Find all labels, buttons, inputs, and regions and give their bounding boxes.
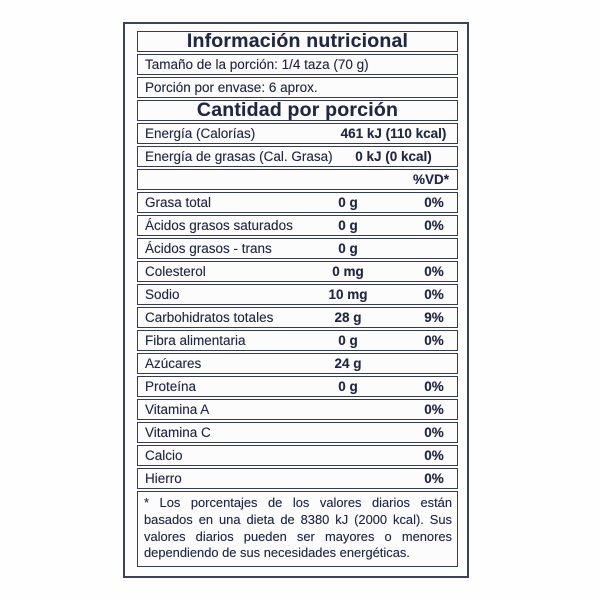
energy-value: 461 kJ (110 kcal) — [340, 126, 447, 141]
nutrient-name: Proteína — [145, 379, 197, 394]
nutrient-name: Calcio — [145, 448, 183, 463]
nutrient-amount: 28 g — [334, 310, 362, 325]
nutrient-row: Azúcares 24 g — [137, 353, 458, 374]
nutrient-name: Sodio — [145, 287, 180, 302]
daily-value-header: %VD* — [412, 172, 449, 187]
nutrient-name: Fibra alimentaria — [145, 333, 246, 348]
nutrient-dv: 0% — [424, 402, 444, 417]
nutrient-dv: 9% — [424, 310, 444, 325]
nutrient-row: Sodio 10 mg 0% — [137, 284, 458, 305]
nutrient-name: Vitamina C — [145, 425, 211, 440]
nutrient-amount: 0 g — [338, 333, 358, 348]
nutrient-name: Azúcares — [145, 356, 202, 371]
serving-size-text: Tamaño de la porción: 1/4 taza (70 g) — [145, 57, 369, 72]
nutrient-row: Ácidos grasos saturados 0 g 0% — [137, 215, 458, 236]
amount-per-serving-box: Cantidad por porción — [137, 99, 458, 121]
label-title-box: Información nutricional — [137, 30, 458, 52]
nutrient-dv: 0% — [424, 333, 444, 348]
nutrient-name: Carbohidratos totales — [145, 310, 274, 325]
nutrient-name: Hierro — [145, 471, 182, 486]
nutrient-amount: 0 g — [338, 218, 358, 233]
nutrient-name: Ácidos grasos saturados — [145, 218, 293, 233]
nutrient-row: Fibra alimentaria 0 g 0% — [137, 330, 458, 351]
nutrient-dv: 0% — [424, 471, 444, 486]
nutrient-row: Carbohidratos totales 28 g 9% — [137, 307, 458, 328]
nutrient-dv: 0% — [424, 379, 444, 394]
nutrient-row: Calcio 0% — [137, 445, 458, 466]
nutrient-name: Vitamina A — [145, 402, 210, 417]
nutrient-name: Ácidos grasos - trans — [145, 241, 272, 256]
nutrient-row: Grasa total 0 g 0% — [137, 192, 458, 213]
amount-per-serving-title: Cantidad por porción — [196, 99, 399, 121]
nutrient-dv: 0% — [424, 195, 444, 210]
nutrient-dv: 0% — [424, 425, 444, 440]
nutrient-name: Colesterol — [145, 264, 206, 279]
nutrient-amount: 24 g — [334, 356, 362, 371]
nutrient-row: Vitamina C 0% — [137, 422, 458, 443]
daily-value-footnote: * Los porcentajes de los valores diarios… — [137, 491, 458, 567]
nutrient-name: Grasa total — [145, 195, 212, 210]
nutrient-amount: 10 mg — [328, 287, 368, 302]
nutrition-label: Información nutricional Tamaño de la por… — [123, 22, 469, 578]
energy-fat-row: Energía de grasas (Cal. Grasa) 0 kJ (0 k… — [137, 146, 458, 167]
energy-row: Energía (Calorías) 461 kJ (110 kcal) — [137, 123, 458, 144]
nutrient-amount: 0 mg — [332, 264, 364, 279]
servings-per-container-row: Porción por envase: 6 aprox. — [137, 77, 458, 98]
nutrient-row: Vitamina A 0% — [137, 399, 458, 420]
label-title: Información nutricional — [186, 30, 409, 52]
nutrient-row: Colesterol 0 mg 0% — [137, 261, 458, 282]
nutrient-row: Ácidos grasos - trans 0 g — [137, 238, 458, 259]
daily-value-header-row: %VD* — [137, 169, 458, 190]
nutrient-amount: 0 g — [338, 195, 358, 210]
energy-fat-label: Energía de grasas (Cal. Grasa) — [145, 149, 333, 164]
nutrient-row: Hierro 0% — [137, 468, 458, 489]
nutrient-dv: 0% — [424, 448, 444, 463]
nutrient-amount: 0 g — [338, 379, 358, 394]
serving-size-row: Tamaño de la porción: 1/4 taza (70 g) — [137, 54, 458, 75]
nutrient-dv: 0% — [424, 287, 444, 302]
nutrient-amount: 0 g — [338, 241, 358, 256]
energy-fat-value: 0 kJ (0 kcal) — [355, 149, 432, 164]
servings-per-container-text: Porción por envase: 6 aprox. — [145, 80, 318, 95]
nutrient-dv: 0% — [424, 218, 444, 233]
nutrient-dv: 0% — [424, 264, 444, 279]
energy-label: Energía (Calorías) — [145, 126, 256, 141]
nutrient-row: Proteína 0 g 0% — [137, 376, 458, 397]
